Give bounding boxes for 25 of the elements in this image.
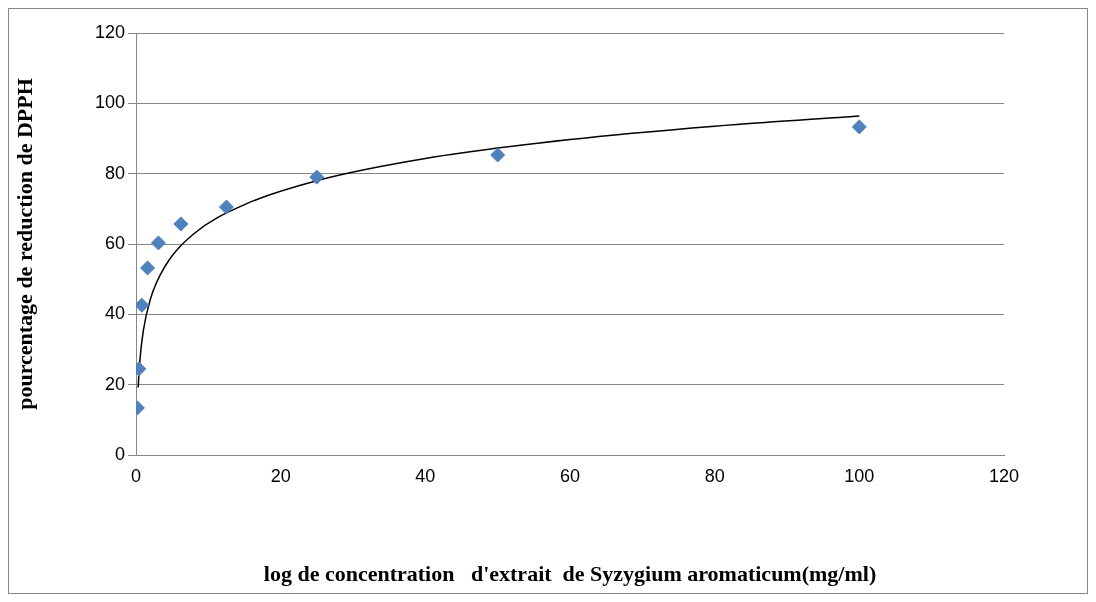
y-tick-label: 60 <box>104 232 125 253</box>
line-series <box>137 115 861 389</box>
point <box>218 199 234 215</box>
x-tick-label: 120 <box>988 465 1020 486</box>
x-axis-title: log de concentration d'extrait de Syzygium aromaticum(mg/ml) <box>263 561 877 587</box>
point <box>851 119 867 135</box>
x-tick-label: 80 <box>704 465 725 486</box>
point <box>490 147 506 163</box>
x-tick-label: 100 <box>844 465 875 486</box>
y-tick-label: 20 <box>104 373 125 394</box>
point <box>140 260 156 276</box>
x-tick-label: 20 <box>270 465 291 486</box>
point <box>309 169 325 185</box>
x-tick-label: 60 <box>559 465 581 486</box>
y-tick-label: 80 <box>104 162 125 183</box>
y-tick-label: 100 <box>94 92 125 113</box>
x-tick-label: 40 <box>415 465 436 486</box>
y-tick-label: 0 <box>114 443 125 464</box>
point <box>136 297 150 313</box>
x-tick-label: 0 <box>130 465 142 486</box>
y-tick-label: 40 <box>104 303 125 324</box>
point <box>173 216 189 232</box>
point <box>150 235 166 251</box>
y-tick-label: 120 <box>94 21 125 42</box>
y-axis-title: pourcentage de reduction de DPPH <box>11 78 37 410</box>
